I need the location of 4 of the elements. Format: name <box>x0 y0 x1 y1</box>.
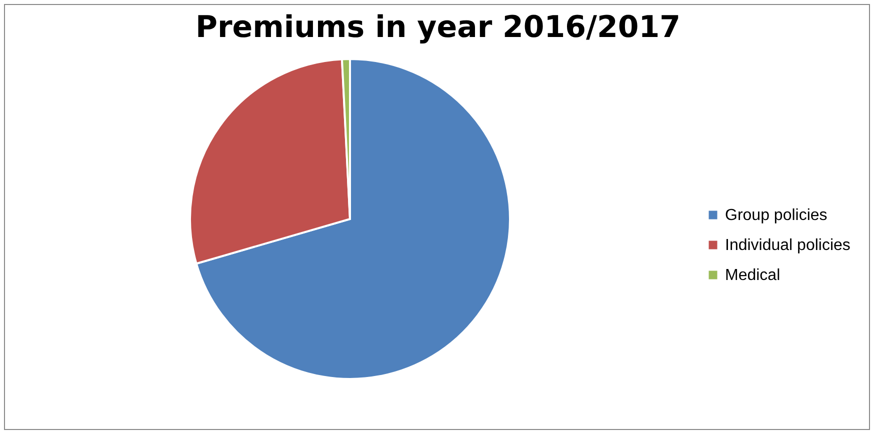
legend-label: Medical <box>725 267 780 284</box>
legend-label: Group policies <box>725 207 828 224</box>
legend-label: Individual policies <box>725 237 850 254</box>
chart-title: Premiums in year 2016/2017 <box>195 10 681 45</box>
